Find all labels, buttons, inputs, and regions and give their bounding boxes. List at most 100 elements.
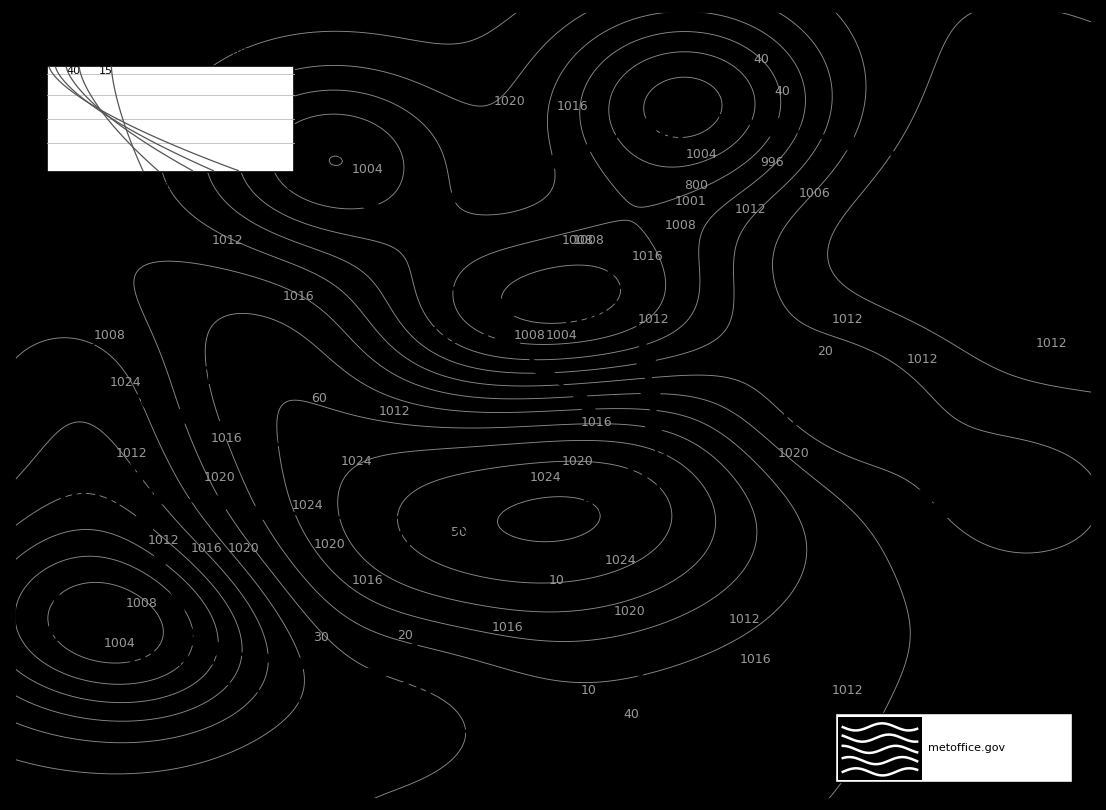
Text: 25: 25 — [88, 181, 102, 192]
Text: 1020: 1020 — [494, 95, 525, 108]
Text: 1012: 1012 — [637, 313, 669, 326]
Text: 1016: 1016 — [352, 573, 384, 586]
Text: 1024: 1024 — [341, 455, 373, 468]
Text: 40: 40 — [753, 53, 769, 66]
Circle shape — [968, 162, 993, 181]
Text: 40N: 40N — [11, 138, 34, 148]
Polygon shape — [530, 729, 561, 742]
Polygon shape — [292, 656, 325, 670]
Circle shape — [254, 502, 278, 519]
Text: 1012: 1012 — [116, 447, 147, 460]
Text: 1010: 1010 — [966, 492, 1035, 516]
Text: 1020: 1020 — [228, 542, 260, 555]
Circle shape — [932, 501, 956, 518]
Circle shape — [560, 290, 585, 309]
Text: L: L — [605, 266, 624, 295]
Circle shape — [252, 432, 276, 450]
Text: 1012: 1012 — [1036, 337, 1067, 350]
Text: L: L — [88, 446, 108, 475]
Polygon shape — [494, 329, 525, 353]
Text: 1024: 1024 — [530, 471, 561, 484]
Circle shape — [958, 508, 981, 525]
Text: 70N: 70N — [11, 69, 34, 79]
Text: 1010: 1010 — [362, 681, 431, 705]
Text: 1012: 1012 — [379, 405, 410, 418]
Circle shape — [305, 507, 328, 524]
Text: 1016: 1016 — [190, 542, 222, 555]
Text: L: L — [468, 284, 488, 313]
Polygon shape — [346, 706, 378, 719]
Polygon shape — [166, 595, 185, 620]
Text: 1016: 1016 — [492, 621, 523, 634]
Text: 1020: 1020 — [562, 455, 594, 468]
Text: 1004: 1004 — [104, 637, 136, 650]
Text: 1009: 1009 — [53, 385, 123, 409]
Circle shape — [388, 714, 413, 731]
Polygon shape — [645, 423, 664, 448]
Circle shape — [954, 478, 978, 495]
Text: 1006: 1006 — [763, 411, 834, 434]
Circle shape — [759, 117, 784, 136]
Polygon shape — [422, 263, 452, 288]
Circle shape — [178, 406, 202, 424]
Text: 1012: 1012 — [907, 352, 938, 366]
Text: L: L — [811, 369, 830, 398]
Text: L: L — [408, 639, 428, 668]
Text: L: L — [50, 584, 70, 613]
Text: 990: 990 — [633, 126, 685, 151]
Text: 1010: 1010 — [53, 488, 123, 512]
Text: H: H — [625, 455, 649, 484]
Text: 1020: 1020 — [314, 538, 346, 551]
Polygon shape — [251, 650, 284, 663]
Polygon shape — [438, 723, 469, 735]
Text: 1000: 1000 — [557, 308, 628, 332]
Text: 1008: 1008 — [573, 234, 605, 247]
Polygon shape — [647, 454, 667, 480]
Polygon shape — [979, 484, 1010, 496]
Text: 1016: 1016 — [740, 653, 771, 666]
Text: 1008: 1008 — [126, 597, 157, 610]
Text: H: H — [217, 327, 242, 356]
Bar — [835, 713, 1072, 782]
Text: 1012: 1012 — [832, 684, 863, 697]
Text: 1008: 1008 — [665, 219, 696, 232]
Circle shape — [999, 487, 1022, 505]
Polygon shape — [332, 660, 365, 673]
Text: L: L — [1009, 447, 1029, 476]
Polygon shape — [641, 391, 660, 416]
Text: 1024: 1024 — [109, 377, 142, 390]
Polygon shape — [114, 430, 132, 454]
Polygon shape — [936, 472, 964, 488]
Text: 10: 10 — [164, 181, 178, 192]
Text: 1006: 1006 — [799, 187, 831, 200]
Circle shape — [514, 295, 541, 314]
Text: 1020: 1020 — [778, 447, 810, 460]
Circle shape — [356, 509, 379, 526]
Polygon shape — [936, 157, 969, 170]
Text: 996: 996 — [29, 624, 82, 647]
Circle shape — [582, 290, 608, 309]
Text: 50: 50 — [451, 526, 467, 539]
Polygon shape — [532, 361, 562, 386]
Polygon shape — [259, 685, 291, 699]
Text: 1004: 1004 — [545, 329, 577, 342]
Text: 40: 40 — [774, 84, 791, 97]
Text: 60: 60 — [311, 392, 327, 405]
Circle shape — [479, 724, 503, 743]
Circle shape — [300, 695, 324, 713]
Text: 1029: 1029 — [378, 529, 448, 552]
Polygon shape — [866, 141, 899, 155]
Text: 1008: 1008 — [513, 329, 545, 342]
Polygon shape — [629, 328, 648, 354]
Text: 1015: 1015 — [570, 688, 639, 713]
Text: L: L — [85, 343, 105, 372]
Text: 1004: 1004 — [686, 147, 718, 160]
Polygon shape — [136, 514, 154, 538]
Text: H: H — [419, 487, 445, 516]
Text: 40: 40 — [66, 66, 81, 75]
Text: 1012: 1012 — [147, 535, 179, 548]
Text: 1008: 1008 — [562, 234, 594, 247]
Polygon shape — [386, 202, 420, 218]
Polygon shape — [459, 296, 489, 321]
Text: 1012: 1012 — [951, 58, 1001, 77]
